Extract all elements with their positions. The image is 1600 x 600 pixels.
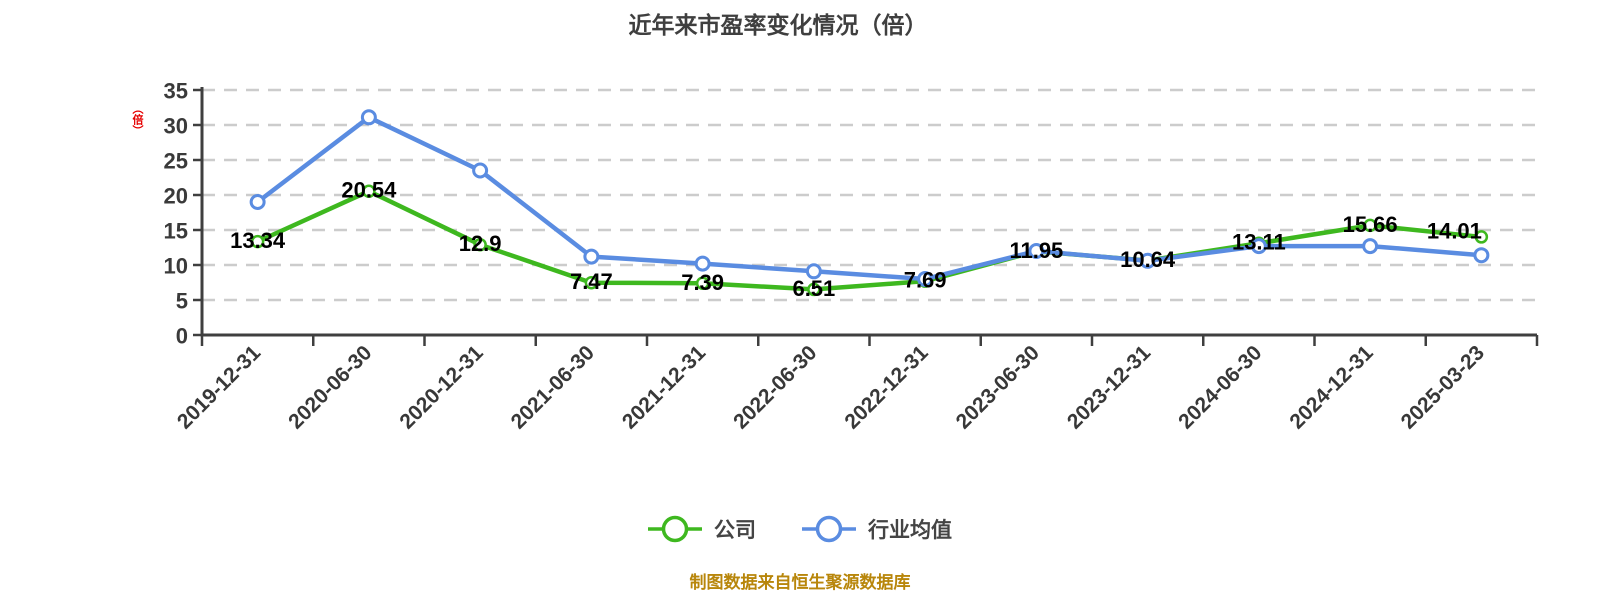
company-data-point (473, 237, 487, 252)
company-data-point (807, 282, 821, 297)
y-axis-tick-label: 15 (164, 219, 188, 244)
x-axis-label: 2019-12-31 (173, 341, 265, 433)
company-data-point (250, 234, 265, 249)
x-axis-label: 2020-12-31 (395, 341, 487, 433)
industry-data-point (1473, 247, 1490, 264)
industry-data-point (472, 162, 489, 179)
x-axis-label: 2024-06-30 (1174, 341, 1266, 433)
legend-label: 公司 (714, 519, 756, 542)
y-axis-tick-label: 0 (176, 324, 188, 349)
data-point-label: 12.9 (459, 231, 502, 256)
x-axis-label: 2025-03-23 (1397, 341, 1489, 433)
industry-data-point (1362, 238, 1379, 255)
data-point-label: 15.66 (1343, 212, 1398, 237)
legend-marker-icon (802, 515, 856, 543)
industry-data-point (249, 194, 266, 210)
data-point-label: 6.51 (792, 276, 835, 301)
data-point-label: 7.69 (904, 268, 947, 293)
industry-data-point (1139, 252, 1156, 269)
data-point-label: 13.11 (1232, 230, 1286, 255)
series-company-line (255, 188, 1484, 292)
x-axis-label: 2024-12-31 (1285, 341, 1377, 433)
chart-title: 近年来市盈率变化情况（倍） (628, 12, 928, 38)
industry-data-point (694, 255, 711, 272)
industry-data-point (360, 109, 377, 126)
y-axis-tick-label: 20 (164, 184, 188, 209)
company-data-point (584, 275, 599, 290)
x-axis-label: 2023-06-30 (952, 341, 1044, 433)
industry-data-point (583, 248, 600, 265)
x-axis-label: 2022-12-31 (840, 341, 932, 433)
y-axis-tick-label: 30 (164, 114, 188, 139)
data-point-label: 10.64 (1120, 247, 1176, 272)
data-point-label: 20.54 (341, 178, 397, 203)
x-axis-label: 2021-12-31 (618, 341, 710, 433)
data-point-label: 7.39 (681, 270, 724, 295)
legend-item-company[interactable]: 公司 (648, 514, 756, 544)
company-data-point (1363, 218, 1377, 233)
y-axis-tick-label: 25 (164, 149, 188, 174)
company-data-point (695, 276, 710, 291)
data-point-label: 7.47 (570, 269, 613, 294)
series-industry-line (255, 115, 1484, 282)
y-axis-tick-label: 5 (176, 289, 188, 314)
industry-data-point (917, 271, 934, 287)
company-data-point (1474, 230, 1489, 244)
data-point-label: 14.01 (1427, 218, 1482, 243)
data-point-label: 11.95 (1009, 238, 1063, 263)
y-axis-tick-label: 10 (164, 254, 188, 279)
industry-data-point (1250, 238, 1267, 255)
legend-circle (661, 515, 689, 543)
industry-data-point (805, 263, 822, 280)
legend-circle (815, 515, 843, 543)
x-axis-label: 2022-06-30 (729, 341, 821, 433)
x-axis-label: 2023-12-31 (1063, 341, 1155, 433)
data-source-note: 制图数据来自恒生聚源数据库 (689, 573, 911, 592)
company-data-point (362, 184, 376, 198)
legend-label: 行业均值 (868, 519, 952, 542)
legend: 公司 行业均值 (0, 514, 1600, 544)
legend-marker-icon (648, 515, 702, 543)
x-axis-label: 2021-06-30 (507, 341, 599, 433)
data-point-label: 13.34 (230, 228, 286, 253)
pe-ratio-line-chart: 0 5 10 15 20 25 30 35 2019-12-31 2020-06-30 2020-1… (164, 79, 1539, 433)
x-axis-label: 2020-06-30 (284, 341, 376, 433)
industry-data-point (1028, 243, 1045, 259)
y-axis-unit-label: （倍） (131, 103, 143, 136)
y-axis-tick-label: 35 (164, 79, 188, 104)
legend-item-industry[interactable]: 行业均值 (802, 514, 952, 544)
